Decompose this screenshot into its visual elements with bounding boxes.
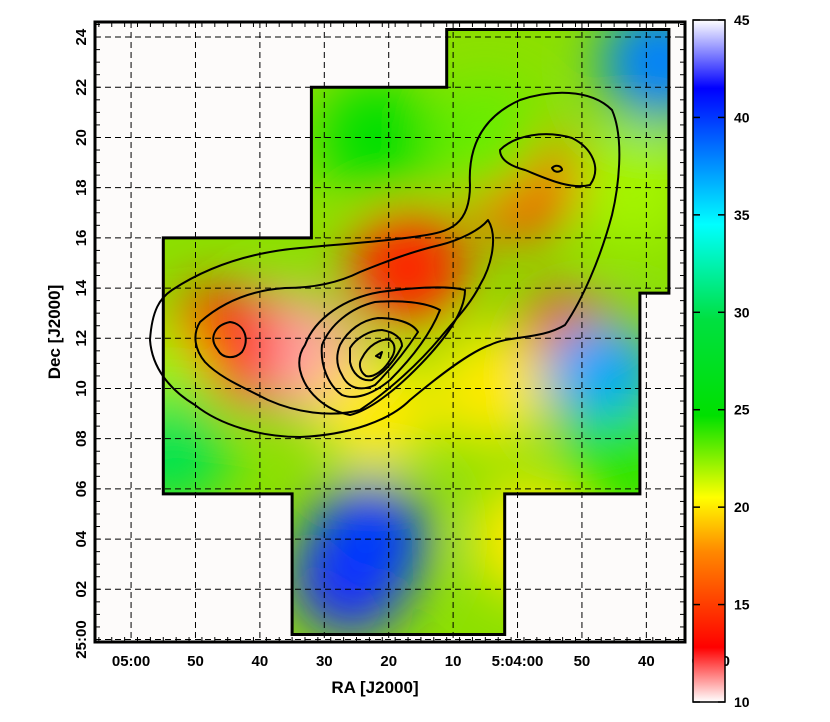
y-tick-label: 24 xyxy=(73,28,90,45)
contour-level-4 xyxy=(212,321,247,358)
contour-level-9 xyxy=(358,338,396,378)
colorbar-tick-label: 15 xyxy=(734,597,750,613)
colorbar-tick-label: 30 xyxy=(734,304,750,320)
colorbar-tick-label: 20 xyxy=(734,499,750,515)
field-blob-6 xyxy=(433,330,550,447)
y-tick-label: 08 xyxy=(73,430,90,447)
colorbar-tick-label: 45 xyxy=(734,12,750,28)
coverage-outline xyxy=(161,28,671,636)
colorbar-tick-label: 25 xyxy=(734,402,750,418)
contour-level-5 xyxy=(298,286,466,416)
y-tick-label: 14 xyxy=(73,279,90,296)
colorbar-tick-label: 10 xyxy=(734,694,750,710)
contour-peak-1 xyxy=(375,351,383,359)
colorbar-tick-label: 40 xyxy=(734,109,750,125)
contour-level-3 xyxy=(499,133,597,188)
field-blob-7 xyxy=(317,355,434,472)
field-blob-2 xyxy=(350,209,467,326)
y-tick-label: 20 xyxy=(73,129,90,146)
x-tick-label: 50 xyxy=(187,653,204,670)
y-tick-label: 16 xyxy=(73,230,90,247)
field-blob-11 xyxy=(575,129,669,246)
x-tick-label: 20 xyxy=(380,653,397,670)
x-tick-label: 40 xyxy=(252,653,269,670)
x-tick-label: 5:04:00 xyxy=(492,653,544,670)
y-tick-label: 04 xyxy=(73,530,90,547)
y-tick-label: 22 xyxy=(73,79,90,96)
contours xyxy=(149,91,621,438)
y-tick-label: 12 xyxy=(73,330,90,347)
y-tick-labels: 25:00 02 04 06 08 10 12 14 16 18 20 22 24 xyxy=(73,28,90,659)
y-axis-label: Dec [J2000] xyxy=(45,285,64,380)
colorbar xyxy=(692,19,726,703)
x-tick-label: 10 xyxy=(445,653,462,670)
y-tick-label: 10 xyxy=(73,380,90,397)
field-blob-13 xyxy=(543,317,660,434)
contour-level-1 xyxy=(149,91,621,438)
x-axis-label: RA [J2000] xyxy=(331,678,418,697)
x-tick-label: 05:00 xyxy=(112,653,150,670)
colorbar-ticks: 10 15 20 25 30 35 40 45 xyxy=(693,12,750,710)
colorbar-tick-label: 35 xyxy=(734,207,750,223)
y-tick-label: 02 xyxy=(73,581,90,598)
y-tick-label: 18 xyxy=(73,179,90,196)
contour-level-7 xyxy=(336,317,419,390)
x-tick-label: 40 xyxy=(638,653,655,670)
minor-ticks xyxy=(95,22,685,642)
plot-frame xyxy=(93,20,687,644)
y-tick-label: 06 xyxy=(73,481,90,498)
field-blob-12 xyxy=(601,29,669,121)
x-tick-label: 50 xyxy=(574,653,591,670)
y-tick-label: 25:00 xyxy=(73,620,90,658)
contour-level-2 xyxy=(194,219,495,415)
contour-level-6 xyxy=(320,300,441,398)
field-blob-16 xyxy=(163,390,228,507)
contour-peak-2 xyxy=(551,164,563,173)
x-tick-label: 30 xyxy=(316,653,333,670)
contour-level-8 xyxy=(349,329,403,382)
